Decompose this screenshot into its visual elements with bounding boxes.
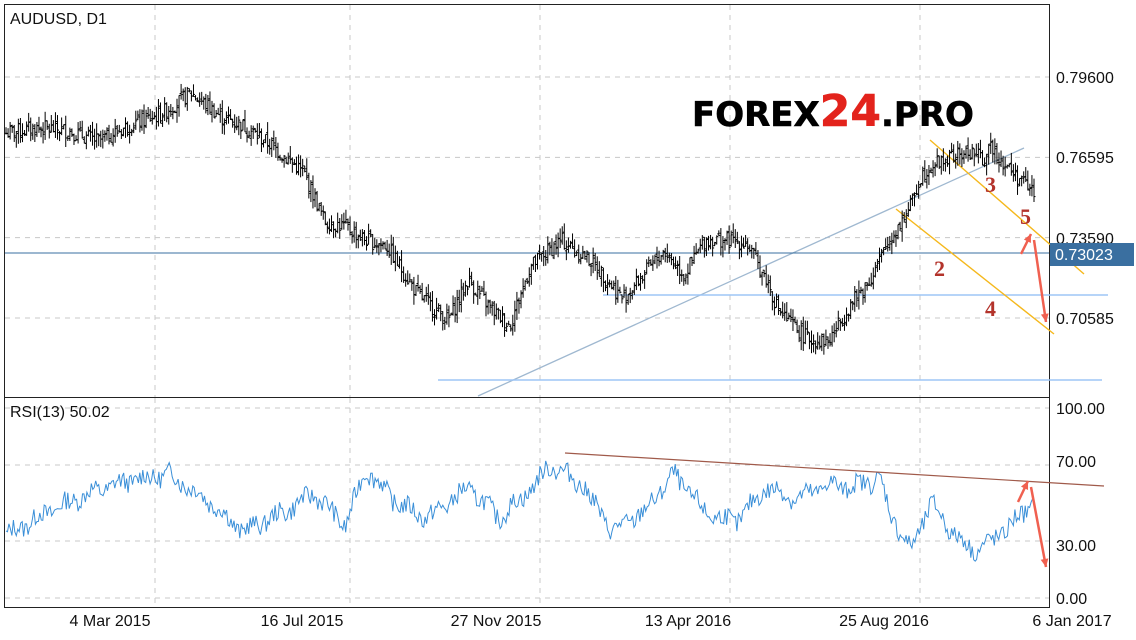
price-overlay — [1019, 233, 1049, 323]
rsi-panel-frame — [4, 397, 1050, 608]
rsi-y-tick-label: 100.00 — [1056, 401, 1105, 418]
rsi-overlay — [564, 452, 1105, 568]
price-y-tick-label: 0.76595 — [1056, 150, 1114, 167]
current-price-badge — [1050, 243, 1134, 266]
price-y-tick-label: 0.79600 — [1056, 70, 1114, 87]
logo-part-pro: .PRO — [881, 95, 974, 135]
price-arrow-up-head — [1023, 234, 1031, 243]
forex24-logo: FOREX24.PRO — [692, 86, 975, 138]
rsi-y-tick-label: 0.00 — [1056, 591, 1087, 608]
wave-label-2: 2 — [934, 256, 945, 281]
rsi-series — [5, 460, 1035, 562]
x-tick-label: 6 Jan 2017 — [1032, 613, 1111, 630]
rsi-y-tick-label: 70.00 — [1056, 454, 1096, 471]
logo-part-forex: FOREX — [692, 95, 820, 135]
x-tick-label: 13 Apr 2016 — [645, 613, 731, 630]
wave-label-4: 4 — [985, 296, 996, 321]
current-price-label: 0.73023 — [1055, 247, 1113, 264]
price-y-tick-label: 0.70585 — [1056, 311, 1114, 328]
x-tick-label: 25 Aug 2016 — [839, 613, 929, 630]
channel-lower — [895, 208, 1055, 335]
x-tick-label: 16 Jul 2015 — [261, 613, 344, 630]
price-annotations — [5, 139, 1108, 397]
wave-label-3: 3 — [985, 172, 996, 197]
rsi-y-tick-label: 30.00 — [1056, 538, 1096, 555]
rsi-arrow-down — [1029, 486, 1048, 568]
rsi-arrow-down-head — [1040, 558, 1049, 567]
rsi-arrow-up-head — [1020, 481, 1029, 490]
svg-text:FOREX24.PRO: FOREX24.PRO — [692, 86, 974, 137]
rising-trendline — [477, 147, 1025, 397]
price-bars — [4, 83, 1036, 355]
x-tick-label: 4 Mar 2015 — [70, 613, 151, 630]
rsi-chart-title: RSI(13) 50.02 — [10, 404, 110, 421]
rsi-resistance-line — [564, 452, 1105, 487]
price-grid — [5, 5, 1049, 397]
rsi-grid — [5, 398, 1049, 607]
price-chart-title: AUDUSD, D1 — [10, 11, 107, 28]
price-panel-frame — [4, 4, 1050, 398]
logo-part-24: 24 — [820, 86, 881, 137]
x-tick-label: 27 Nov 2015 — [451, 613, 542, 630]
price-arrow-down — [1032, 239, 1048, 323]
price-arrow-down-head — [1040, 313, 1049, 322]
rsi-line — [5, 460, 1035, 562]
wave-label-5: 5 — [1020, 204, 1031, 229]
